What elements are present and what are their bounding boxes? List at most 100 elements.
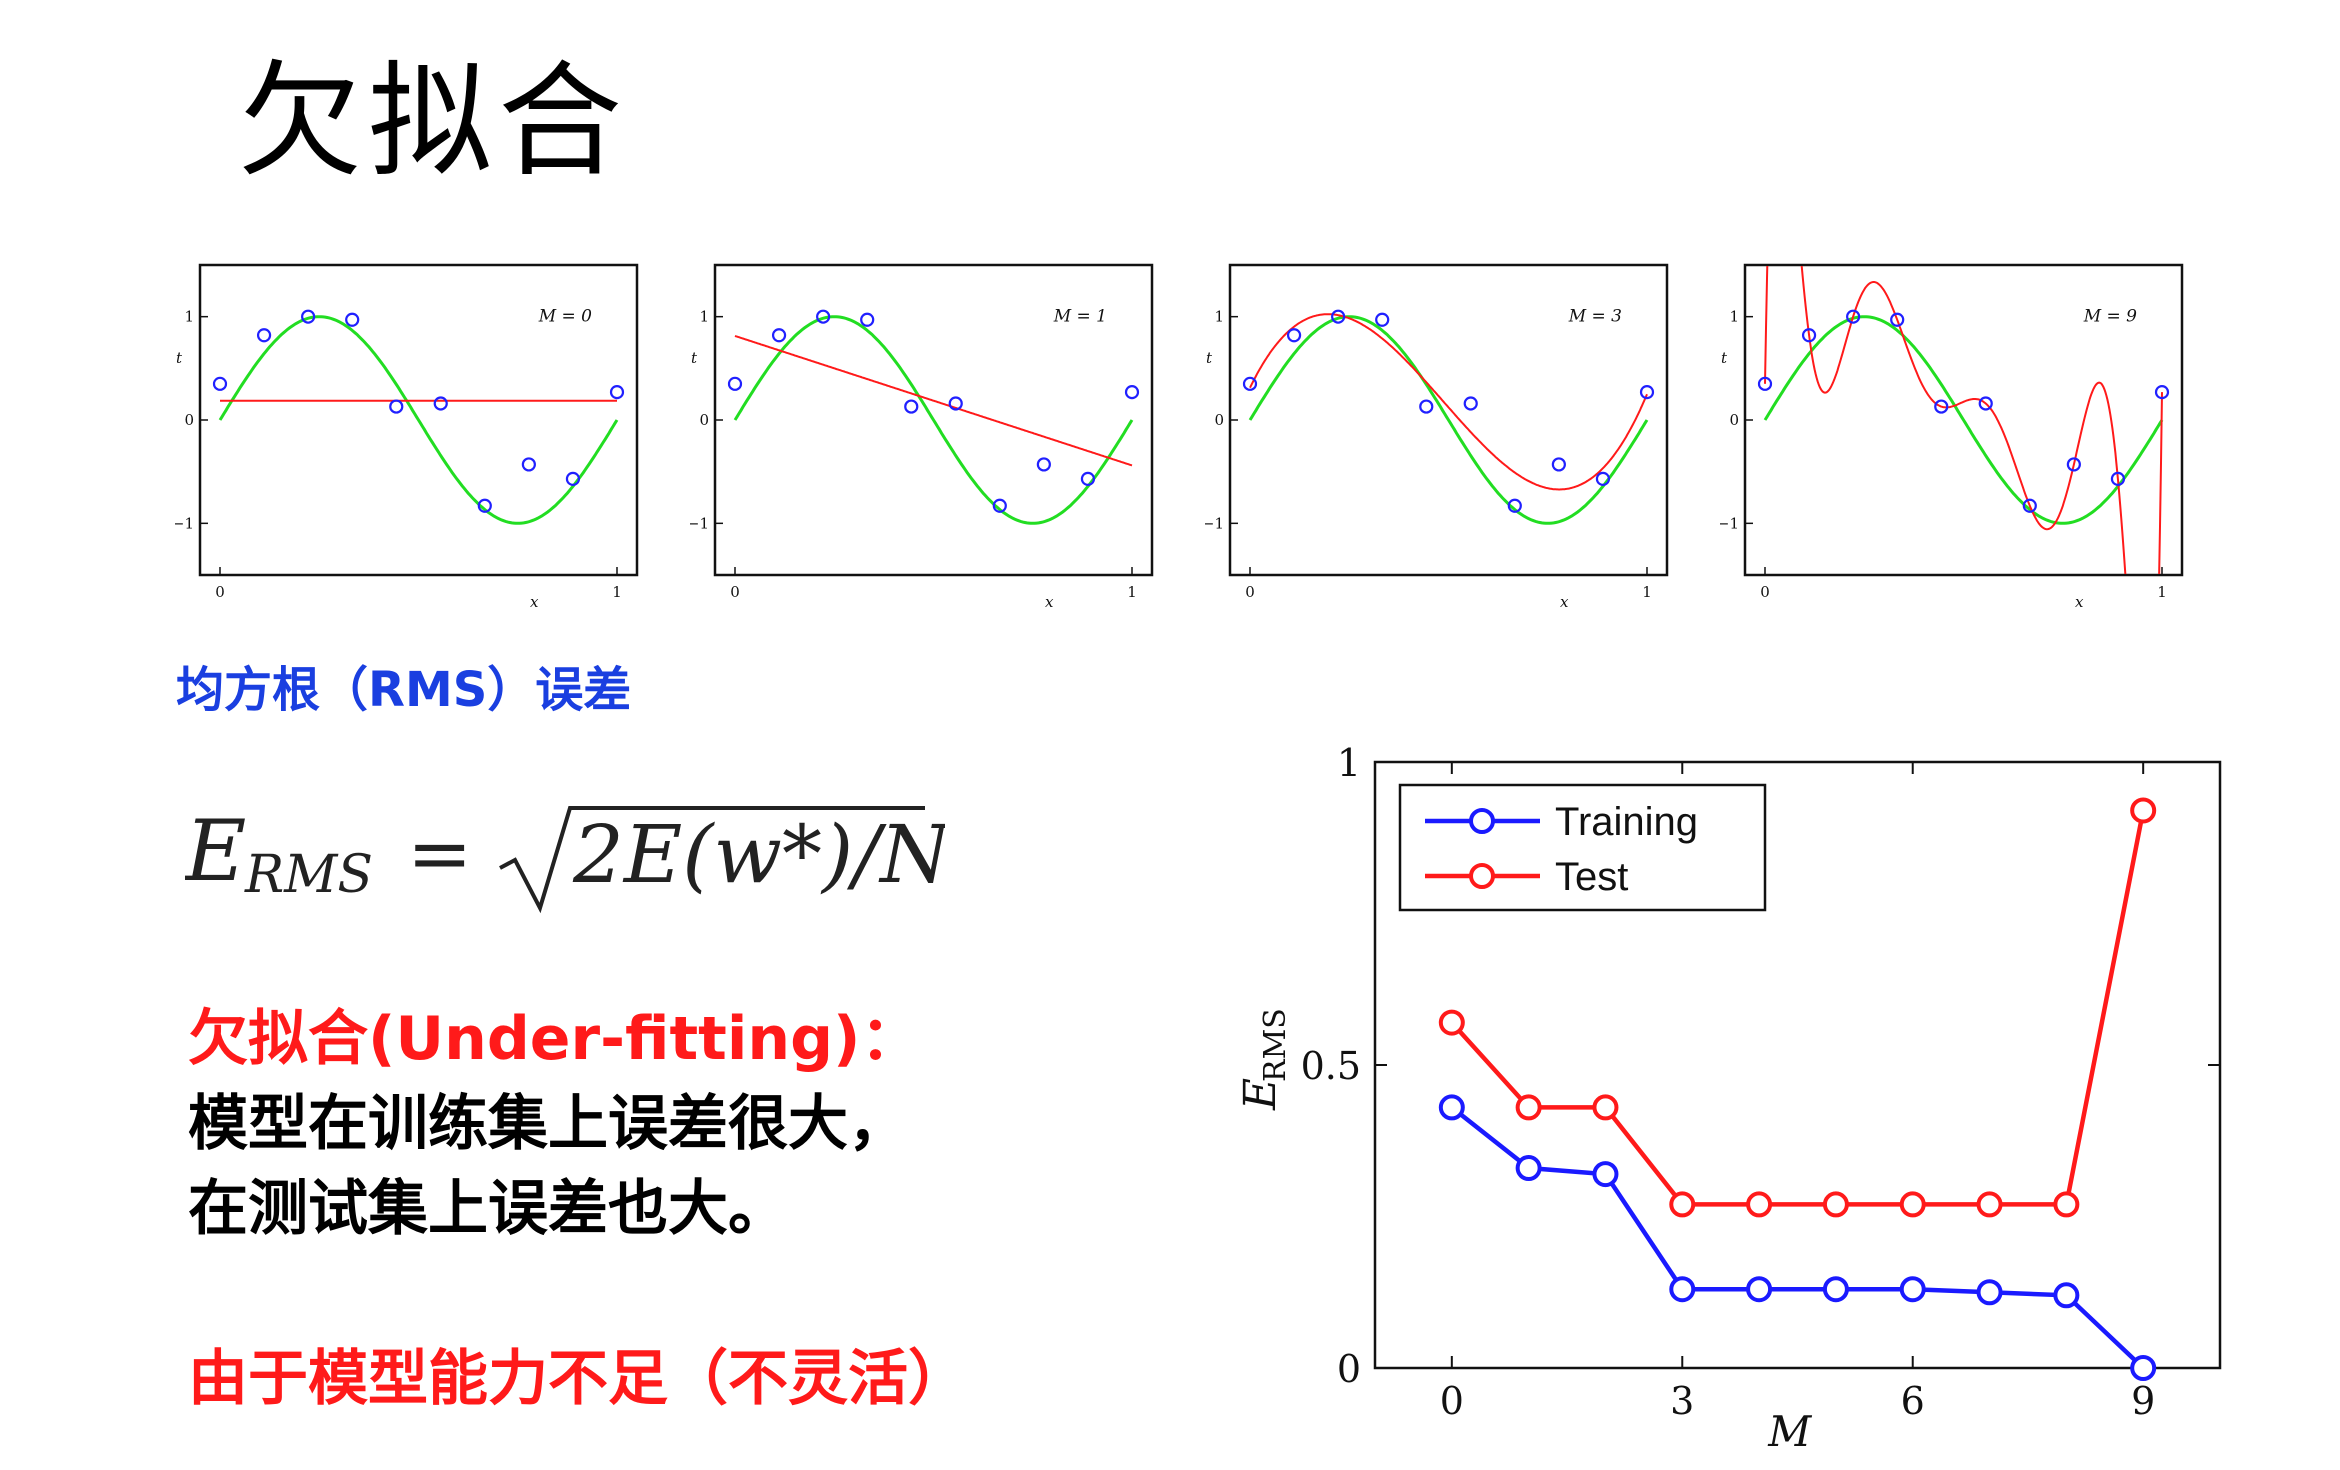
y-tick-label: 0 [184,411,194,429]
y-tick-label: −1 [1720,514,1739,532]
data-point [816,309,831,324]
series-point-training [1899,1276,1926,1303]
series-point-training [1822,1276,1849,1303]
data-point [1375,312,1390,327]
x-tick-label: 0 [730,583,740,601]
true-curve [218,315,619,525]
series-point-training [1592,1161,1619,1188]
underfit-desc-line2: 在测试集上误差也大。 [188,1174,788,1244]
data-point [1242,376,1258,391]
series-point-training [1669,1276,1696,1303]
x-axis-label: x [530,593,539,611]
y-tick-label: 0 [699,411,709,429]
data-point [948,396,963,411]
y-tick-label: −1 [690,514,709,532]
series-point-test [1515,1094,1542,1121]
x-tick-label: 0 [1245,583,1255,601]
y-tick-label: 0 [1337,1347,1361,1391]
data-point [565,471,581,486]
series-point-test [1592,1094,1619,1121]
data-point [521,457,536,472]
x-tick-label: 1 [612,583,622,601]
plot-label: M = 9 [2083,307,2137,327]
data-point [1846,309,1861,324]
data-point [2022,498,2037,513]
series-point-training [1515,1155,1542,1182]
formula-rhs: 2E(w*)/N [572,808,945,901]
series-point-test [1822,1191,1849,1218]
y-tick-label: 1 [184,308,194,326]
y-axis-label: t [691,349,698,367]
data-point [1286,328,1302,343]
data-point [1978,396,1993,411]
data-point [433,396,448,411]
data-point [1934,399,1949,414]
plot-label: M = 0 [538,307,592,327]
data-point [1036,457,1051,472]
formula-lhs-e: E [185,802,246,900]
x-tick-label: 0 [1760,583,1770,601]
y-tick-label: 0.5 [1301,1044,1361,1088]
legend-box [1398,783,1767,912]
data-point [2154,385,2170,400]
data-point [727,376,743,391]
y-axis-label: t [1721,349,1728,367]
y-axis-label-sub: RMS [1258,1008,1293,1082]
legend-label: Training [1555,800,1698,844]
data-point [771,328,787,343]
data-point [2066,457,2081,472]
formula-equals: = [407,809,472,899]
data-point [477,498,492,513]
data-point [1890,312,1905,327]
data-point [345,312,360,327]
series-point-training [2053,1282,2080,1309]
y-tick-label: −1 [175,514,194,532]
series-point-training [1746,1276,1773,1303]
data-point [1551,457,1566,472]
series-point-test [1669,1191,1696,1218]
y-axis-label: t [1206,349,1213,367]
x-axis-label: x [1560,593,1569,611]
data-point [904,399,919,414]
series-point-test [2130,797,2157,824]
small-plot-m3: −1 0 1 0 1 x t M = 3 [1205,263,1669,611]
data-point [2110,471,2126,486]
series-point-training [1438,1094,1465,1121]
fit-curve [1764,266,2163,574]
data-point [1080,471,1096,486]
series-point-training [2130,1355,2157,1381]
x-tick-label: 1 [1642,583,1652,601]
plot-label: M = 3 [1568,307,1622,327]
formula-lhs-sub: RMS [244,845,373,905]
x-axis-label: x [1045,593,1054,611]
x-tick-label: 9 [2131,1379,2155,1423]
y-tick-label: 1 [699,308,709,326]
x-axis-label: x [2075,593,2084,611]
series-line-test [1450,810,2146,1207]
legend-label: Test [1555,855,1628,899]
plot-label: M = 1 [1053,307,1107,327]
y-tick-label: 1 [1214,308,1224,326]
true-curve [1763,315,2164,525]
data-point [1419,399,1434,414]
data-point [1124,385,1140,400]
data-point [1757,376,1773,391]
data-point [992,498,1007,513]
y-tick-label: 1 [1729,308,1739,326]
data-point [1331,309,1346,324]
data-point [1463,396,1478,411]
true-curve [1248,315,1649,525]
data-point [256,328,272,343]
data-point [1595,471,1611,486]
rms-formula: E RMS = 2E(w*)/N [185,802,945,914]
legend-marker [1469,863,1495,889]
data-point [1639,385,1655,400]
slide-title: 欠拟合 [238,50,629,194]
data-point [609,385,625,400]
series-line-training [1450,1105,2145,1370]
data-point [1801,328,1817,343]
underfit-reason: 由于模型能力不足（不灵活） [188,1344,968,1414]
data-point [389,399,404,414]
